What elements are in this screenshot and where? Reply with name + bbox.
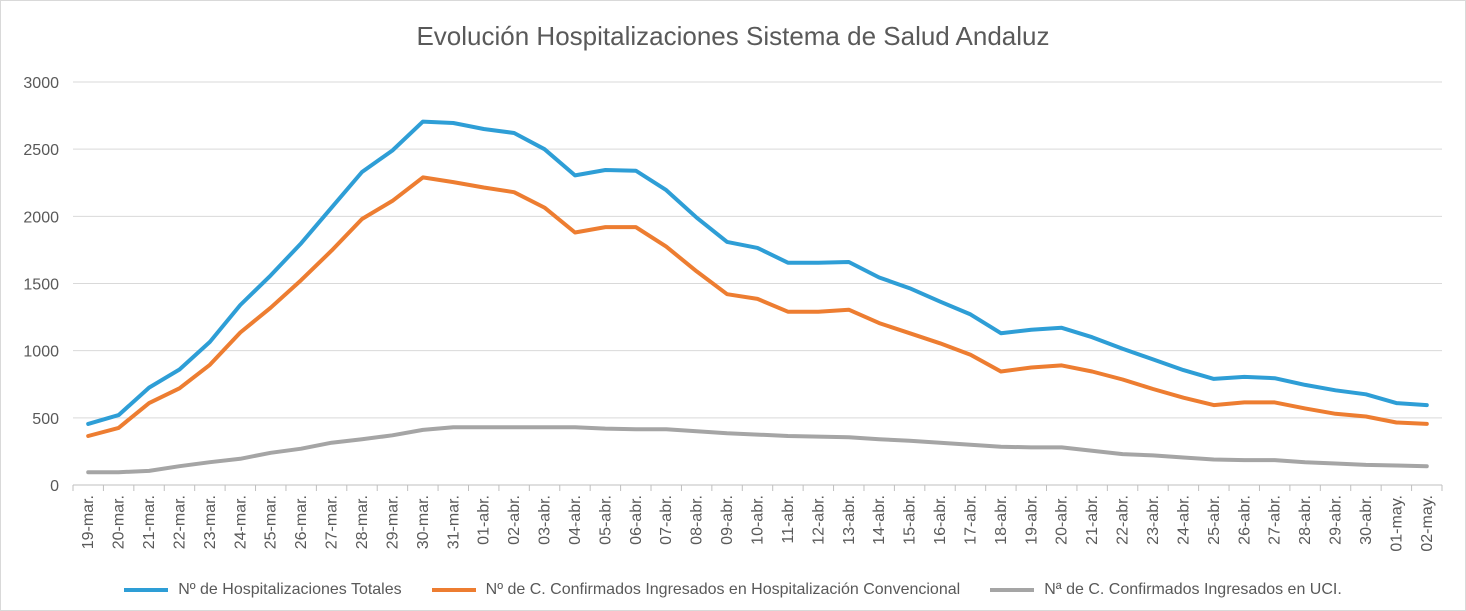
legend-label: Nª de C. Confirmados Ingresados en UCI. — [1044, 581, 1342, 598]
x-tick-label: 29-abr. — [1328, 495, 1345, 545]
x-tick-label: 19-mar. — [80, 495, 97, 549]
legend-item: Nª de C. Confirmados Ingresados en UCI. — [990, 581, 1342, 599]
chart-title: Evolución Hospitalizaciones Sistema de S… — [416, 21, 1050, 51]
x-tick-label: 11-abr. — [780, 495, 797, 544]
x-tick-label: 27-mar. — [324, 495, 341, 549]
x-tick-label: 20-mar. — [111, 495, 128, 549]
x-tick-label: 24-mar. — [232, 495, 249, 549]
x-tick-label: 29-mar. — [384, 495, 401, 549]
x-tick-label: 25-abr. — [1206, 495, 1223, 545]
x-tick-label: 19-abr. — [1023, 495, 1040, 545]
legend-label: Nº de C. Confirmados Ingresados en Hospi… — [485, 581, 961, 598]
x-tick-label: 17-abr. — [962, 495, 979, 545]
y-tick-label: 2000 — [23, 209, 59, 226]
x-tick-label: 03-abr. — [537, 495, 554, 545]
x-tick-label: 09-abr. — [719, 495, 736, 545]
x-axis-tick-labels: 19-mar. 20-mar. 21-mar. 22-mar. 23-mar. 24-ma… — [80, 495, 1436, 552]
x-tick-label: 28-mar. — [354, 495, 371, 549]
x-tick-label: 25-mar. — [263, 495, 280, 549]
x-tick-label: 28-abr. — [1297, 495, 1314, 545]
y-axis-tick-labels: 0 500 1000 1500 2000 2500 3000 — [23, 75, 59, 495]
x-tick-label: 26-abr. — [1236, 495, 1253, 545]
y-tick-label: 0 — [50, 478, 59, 495]
x-tick-label: 07-abr. — [658, 495, 675, 545]
legend-swatch — [990, 588, 1035, 592]
x-tick-label: 20-abr. — [1054, 495, 1071, 545]
x-tick-label: 12-abr. — [810, 495, 827, 545]
x-tick-label: 04-abr. — [567, 495, 584, 545]
x-tick-label: 22-abr. — [1115, 495, 1132, 545]
x-tick-label: 26-mar. — [293, 495, 310, 549]
y-tick-label: 500 — [32, 411, 59, 428]
legend-swatch — [431, 588, 476, 592]
x-tick-label: 02-abr. — [506, 495, 523, 545]
x-tick-label: 22-mar. — [171, 495, 188, 549]
x-tick-label: 18-abr. — [993, 495, 1010, 545]
x-tick-label: 01-may. — [1388, 495, 1405, 552]
series-line — [86, 425, 1429, 475]
x-tick-label: 16-abr. — [932, 495, 949, 545]
x-tick-label: 14-abr. — [871, 495, 888, 545]
gridlines — [73, 81, 1442, 419]
x-tick-label: 31-mar. — [445, 495, 462, 549]
x-tick-label: 30-mar. — [415, 495, 432, 549]
x-tick-label: 08-abr. — [689, 495, 706, 545]
x-tick-label: 06-abr. — [628, 495, 645, 545]
series-line — [86, 119, 1429, 426]
y-tick-label: 1000 — [23, 344, 59, 361]
legend-swatch — [124, 588, 169, 592]
x-axis — [72, 484, 1443, 491]
series-lines — [86, 119, 1429, 475]
y-tick-label: 1500 — [23, 277, 59, 294]
legend-item: Nº de Hospitalizaciones Totales — [124, 581, 402, 599]
x-tick-label: 01-abr. — [476, 495, 493, 545]
x-tick-label: 30-abr. — [1358, 495, 1375, 545]
legend-label: Nº de Hospitalizaciones Totales — [178, 581, 402, 598]
x-tick-label: 15-abr. — [902, 495, 919, 545]
x-tick-label: 21-abr. — [1084, 495, 1101, 545]
x-tick-label: 24-abr. — [1175, 495, 1192, 545]
x-tick-label: 13-abr. — [841, 495, 858, 545]
series-line — [86, 175, 1429, 438]
x-tick-label: 27-abr. — [1267, 495, 1284, 545]
x-tick-label: 23-abr. — [1145, 495, 1162, 545]
x-tick-label: 21-mar. — [141, 495, 158, 549]
legend: Nº de Hospitalizaciones Totales Nº de C. … — [1, 581, 1465, 599]
legend-item: Nº de C. Confirmados Ingresados en Hospi… — [431, 581, 961, 599]
y-tick-label: 2500 — [23, 142, 59, 159]
x-tick-label: 02-may. — [1419, 495, 1436, 552]
x-tick-label: 05-abr. — [597, 495, 614, 545]
y-tick-label: 3000 — [23, 75, 59, 92]
x-tick-label: 23-mar. — [202, 495, 219, 549]
x-tick-label: 10-abr. — [750, 495, 767, 545]
